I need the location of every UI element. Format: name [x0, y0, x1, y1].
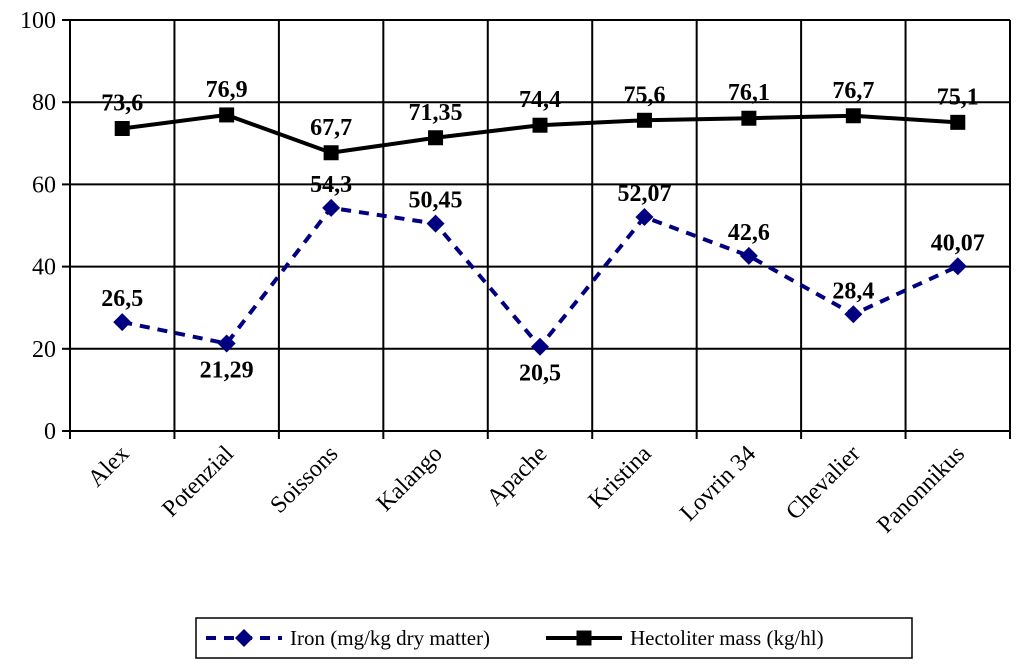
series-0-marker-3 — [426, 214, 445, 233]
hectoliter-data-label-8: 75,1 — [937, 84, 979, 110]
hectoliter-data-label-0: 73,6 — [101, 91, 143, 117]
legend: Iron (mg/kg dry matter) Hectoliter mass (… — [195, 617, 913, 659]
iron-data-label-4: 20,5 — [519, 361, 561, 387]
category-label-2: Soissons — [266, 441, 344, 519]
series-1-marker-3 — [428, 130, 444, 146]
legend-hectoliter-label: Hectoliter mass (kg/hl) — [630, 626, 824, 650]
series-1-marker-5 — [636, 112, 652, 128]
iron-data-label-2: 54,3 — [310, 172, 352, 198]
legend-iron-marker — [235, 629, 253, 647]
iron-data-label-8: 40,07 — [931, 230, 985, 256]
series-1-marker-6 — [741, 110, 757, 126]
y-tick-label-0: 0 — [44, 419, 56, 445]
y-tick-label-80: 80 — [32, 90, 56, 116]
series-0-marker-4 — [531, 337, 549, 356]
hectoliter-data-label-3: 71,35 — [409, 100, 463, 126]
category-label-3: Kalango — [372, 441, 448, 517]
grid-lines — [70, 19, 1011, 432]
series-0-marker-0 — [113, 313, 132, 332]
series-1-marker-1 — [219, 107, 235, 123]
y-tick-label-40: 40 — [32, 255, 56, 281]
hectoliter-data-label-4: 74,4 — [519, 87, 561, 113]
series-0-marker-7 — [844, 305, 863, 324]
hectoliter-data-label-6: 76,1 — [728, 80, 770, 106]
data-labels: 73,6 76,9 67,7 71,35 74,4 75,6 76,1 76,7 75,1 26,… — [101, 77, 985, 387]
y-tick-label-20: 20 — [32, 337, 56, 363]
x-axis-category-labels: Alex Potenzial Soissons Kalango Apache Kristi… — [83, 441, 970, 539]
series-0-marker-8 — [948, 257, 967, 276]
series-0-marker-6 — [739, 246, 758, 265]
hectoliter-data-label-7: 76,7 — [832, 78, 874, 104]
legend-hectoliter-marker — [576, 630, 592, 646]
iron-data-label-7: 28,4 — [832, 278, 874, 304]
y-axis-tick-labels: 0 20 40 60 80 100 — [20, 8, 56, 445]
series-1-marker-4 — [532, 117, 548, 133]
y-tick-label-60: 60 — [32, 172, 56, 198]
iron-data-label-5: 52,07 — [617, 181, 671, 207]
axes — [62, 19, 1011, 439]
y-tick-label-100: 100 — [20, 8, 56, 34]
iron-data-label-1: 21,29 — [200, 357, 254, 383]
series-0-marker-5 — [635, 207, 654, 226]
iron-data-label-3: 50,45 — [409, 188, 463, 214]
category-label-1: Potenzial — [157, 441, 239, 523]
series-0-marker-2 — [322, 198, 341, 217]
series-1-marker-8 — [950, 114, 966, 130]
category-label-4: Apache — [482, 441, 552, 511]
hectoliter-data-label-1: 76,9 — [206, 77, 248, 103]
series-0-marker-1 — [217, 334, 236, 353]
iron-data-label-6: 42,6 — [728, 220, 770, 246]
series-group — [113, 107, 967, 356]
hectoliter-data-label-2: 67,7 — [310, 115, 352, 141]
series-1-marker-2 — [323, 145, 339, 161]
iron-data-label-0: 26,5 — [101, 286, 143, 312]
hectoliter-data-label-5: 75,6 — [623, 82, 665, 108]
category-label-8: Panonnikus — [872, 441, 970, 539]
category-label-5: Kristina — [584, 441, 657, 514]
series-1-marker-7 — [845, 108, 861, 124]
category-label-6: Lovrin 34 — [675, 441, 761, 527]
legend-iron-label: Iron (mg/kg dry matter) — [290, 626, 490, 650]
category-label-7: Chevalier — [781, 441, 865, 525]
series-1-marker-0 — [114, 121, 130, 137]
category-label-0: Alex — [83, 441, 134, 492]
